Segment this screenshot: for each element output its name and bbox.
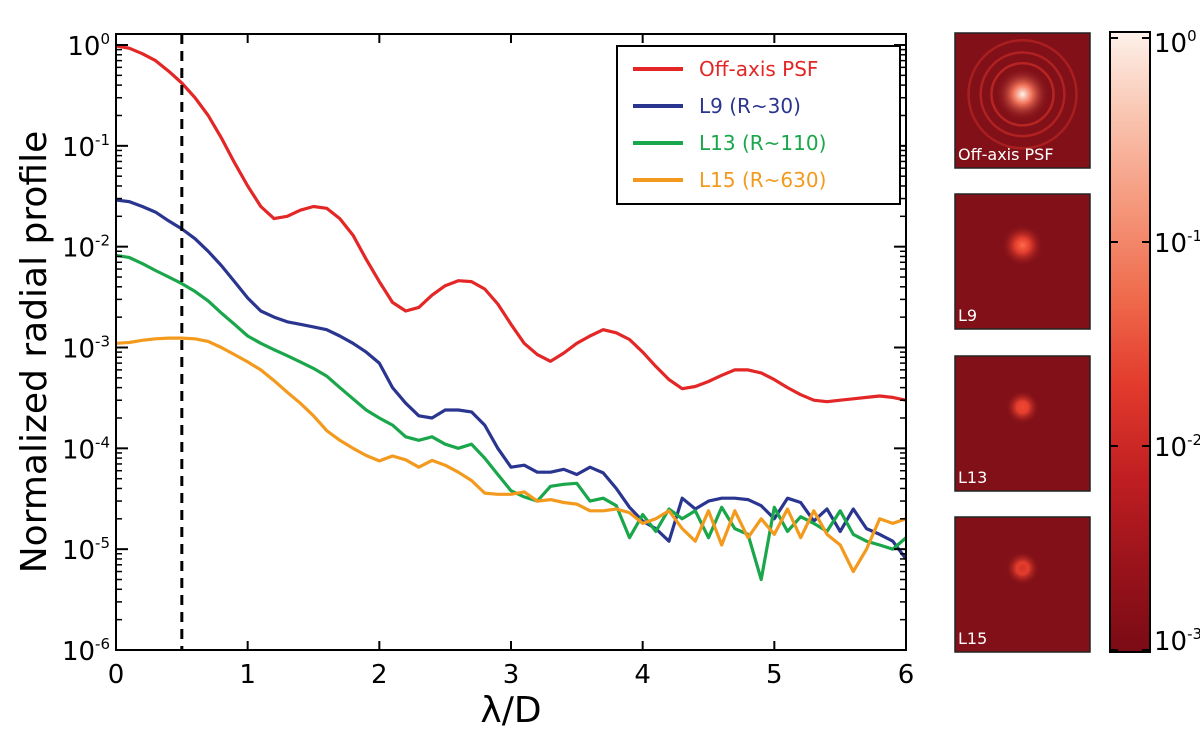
colorbar-tick-label: 10-3 xyxy=(1154,625,1200,657)
psf-core xyxy=(995,67,1050,122)
legend-frame xyxy=(616,45,901,205)
y-tick-label: 10-5 xyxy=(62,534,110,566)
panel-label: L9 xyxy=(958,306,977,325)
y-tick-label: 10-1 xyxy=(62,131,110,163)
x-tick-label: 2 xyxy=(371,660,388,690)
x-tick-label: 3 xyxy=(503,660,520,690)
legend-label: Off-axis PSF xyxy=(699,57,818,81)
legend-label: L13 (R~110) xyxy=(699,131,826,155)
legend: Off-axis PSF L9 (R~30) L13 (R~110) L15 (R~6… xyxy=(616,45,901,205)
x-tick-label: 0 xyxy=(108,660,125,690)
series-line-3 xyxy=(116,253,906,582)
x-tick-label: 1 xyxy=(239,660,256,690)
y-axis-title: Normalized radial profile xyxy=(14,131,55,574)
y-tick-label: 10-3 xyxy=(62,333,110,365)
y-axis: 100 10-1 10-2 10-3 10-4 10-5 10-6 xyxy=(62,30,906,667)
panel-label: Off-axis PSF xyxy=(958,145,1054,164)
colorbar-tick-label: 10-1 xyxy=(1154,227,1200,259)
image-panel: L15 xyxy=(954,516,1091,653)
image-panel: Off-axis PSF xyxy=(954,32,1091,169)
image-panels: Off-axis PSF L9 L13 L15 xyxy=(954,32,1091,653)
psf-ring xyxy=(967,39,1078,150)
y-tick-label: 10-2 xyxy=(62,232,110,264)
psf-core xyxy=(1004,389,1041,425)
colorbar-tick-label: 10-2 xyxy=(1154,431,1200,463)
legend-label: L15 (R~630) xyxy=(699,168,826,192)
panel-background xyxy=(954,516,1091,653)
panel-label: L13 xyxy=(958,468,987,487)
x-axis-title: λ/D xyxy=(480,690,541,731)
y-tick-label: 10-6 xyxy=(62,635,110,667)
psf-core xyxy=(1004,550,1041,586)
psf-core xyxy=(1000,223,1045,267)
series-line-4 xyxy=(116,336,906,574)
colorbar: 100 10-1 10-2 10-3 xyxy=(1109,27,1200,657)
colorbar-tick-label: 100 xyxy=(1154,27,1197,59)
psf-ring xyxy=(979,51,1066,138)
x-tick-label: 4 xyxy=(634,660,651,690)
x-tick-label: 6 xyxy=(898,660,915,690)
psf-ring xyxy=(990,62,1055,127)
x-tick-label: 5 xyxy=(766,660,783,690)
series-line-2 xyxy=(116,198,906,560)
y-tick-label: 100 xyxy=(67,30,110,62)
x-axis: 0 1 2 3 4 5 6 xyxy=(108,34,915,690)
panel-label: L15 xyxy=(958,629,987,648)
series-line-1 xyxy=(116,44,906,404)
legend-label: L9 (R~30) xyxy=(699,94,801,118)
image-panel: L13 xyxy=(954,355,1091,492)
y-tick-label: 10-4 xyxy=(62,433,110,465)
colorbar-scale xyxy=(1109,31,1151,653)
image-panel: L9 xyxy=(954,193,1091,330)
